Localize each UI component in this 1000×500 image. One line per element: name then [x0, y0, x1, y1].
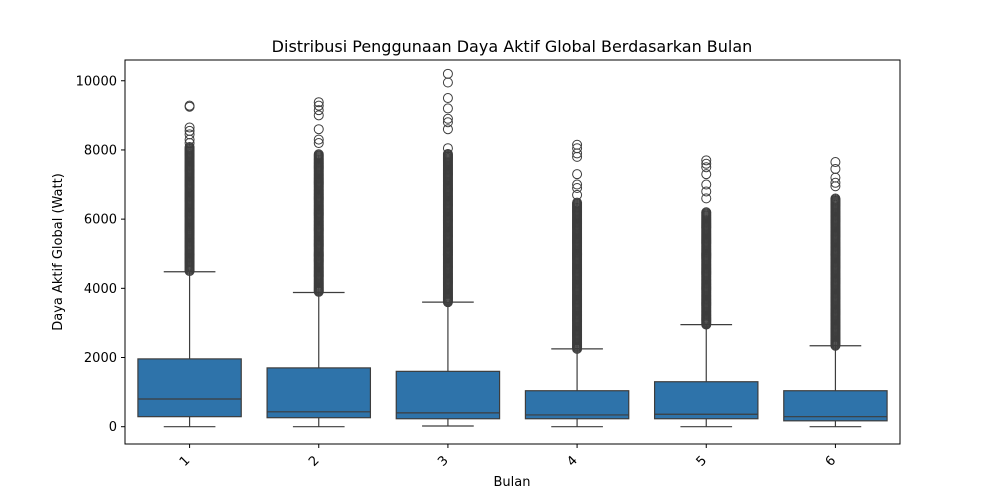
outlier-point: [313, 97, 324, 108]
outlier-point: [313, 124, 324, 135]
outlier-point: [701, 169, 712, 180]
outlier-point: [701, 158, 712, 169]
outlier-point: [572, 143, 583, 154]
outlier-point: [830, 157, 841, 168]
box: [266, 367, 372, 419]
outlier-point: [572, 189, 583, 200]
outlier-point: [313, 105, 324, 116]
outlier-point: [572, 183, 583, 193]
outlier-point: [442, 77, 453, 88]
x-tick-label: 6: [823, 453, 839, 469]
outlier-point: [830, 172, 841, 183]
x-axis-label: Bulan: [494, 475, 531, 490]
outlier-point: [701, 162, 712, 173]
y-tick-label: 10000: [76, 74, 117, 89]
outlier-point: [184, 142, 195, 153]
outlier-point: [184, 125, 195, 136]
box: [137, 358, 242, 418]
plot-frame: [124, 59, 901, 445]
outlier-point: [442, 93, 453, 104]
outlier-point: [830, 193, 841, 204]
outlier-point: [313, 100, 324, 111]
outlier-point: [701, 155, 712, 166]
outlier-point: [442, 148, 453, 159]
x-tick-label: 1: [177, 453, 193, 469]
outlier-point: [701, 193, 712, 204]
box: [783, 390, 888, 422]
outlier-point: [442, 113, 453, 124]
outlier-point: [313, 110, 324, 121]
y-axis-label: Daya Aktif Global (Watt): [51, 173, 66, 331]
outlier-point: [572, 197, 583, 208]
box-group-6: [783, 157, 888, 428]
x-tick-label: 3: [435, 453, 451, 469]
outlier-point: [701, 207, 712, 218]
outlier-point: [442, 143, 453, 154]
box: [524, 390, 630, 420]
outlier-point: [442, 117, 453, 128]
chart-title: Distribusi Penggunaan Daya Aktif Global …: [272, 37, 753, 56]
y-tick-label: 2000: [84, 351, 117, 366]
outlier-point: [184, 129, 195, 140]
outlier-point: [830, 163, 841, 174]
outlier-point: [442, 103, 453, 114]
outlier-point: [572, 179, 583, 190]
box-group-5: [653, 155, 759, 428]
box: [395, 370, 501, 420]
outlier-point: [184, 100, 195, 111]
outlier-point: [313, 149, 324, 160]
x-tick-label: 4: [564, 453, 580, 469]
y-tick-label: 4000: [84, 282, 117, 297]
outlier-point: [313, 134, 324, 145]
plot-area: 0 2000 4000 6000 8000 10000 1 2 3 4 5 6: [76, 68, 888, 470]
x-tick-label: 5: [694, 453, 710, 469]
outlier-point: [442, 68, 453, 79]
outlier-point: [830, 177, 841, 188]
outlier-point: [184, 122, 195, 133]
y-tick-label: 8000: [84, 143, 117, 158]
x-tick-label: 2: [306, 453, 322, 469]
outlier-point: [701, 186, 712, 197]
box-group-2: [266, 97, 372, 428]
box: [653, 381, 759, 420]
box-group-1: [137, 100, 242, 428]
box-group-4: [524, 139, 630, 428]
box-group-3: [395, 68, 501, 427]
outlier-point: [701, 179, 712, 190]
y-tick-label: 6000: [84, 213, 117, 228]
outlier-point: [442, 124, 453, 135]
outlier-point: [313, 138, 324, 149]
y-tick-label: 0: [109, 420, 117, 435]
outlier-point: [572, 169, 583, 180]
outlier-point: [572, 139, 583, 150]
